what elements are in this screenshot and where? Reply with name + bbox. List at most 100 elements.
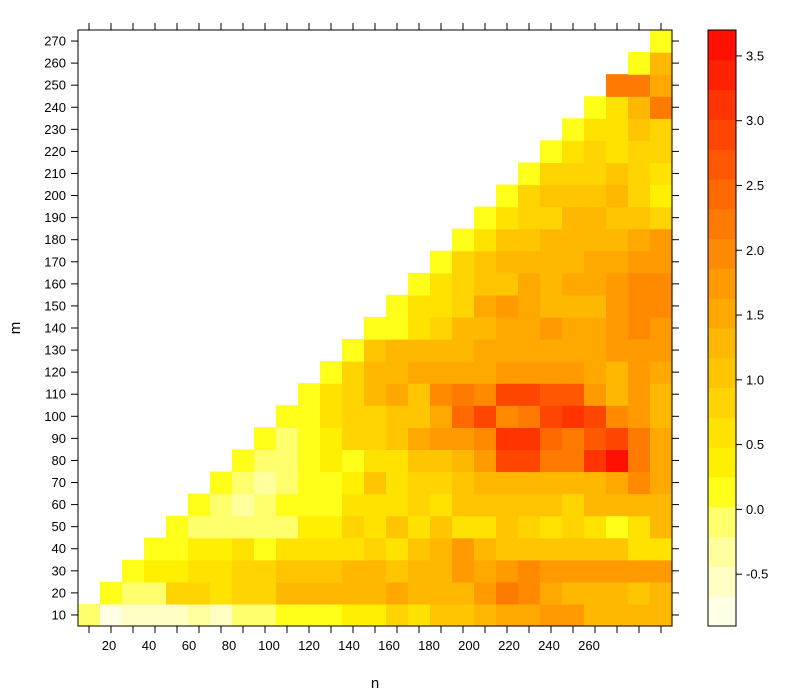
x-tick-label: 100: [258, 638, 280, 653]
colorbar: [708, 30, 736, 627]
heatmap-cell: [386, 316, 409, 340]
y-tick-label: 30: [52, 563, 66, 578]
heatmap-cell: [452, 427, 475, 450]
colorbar-tick-label: 1.0: [746, 372, 764, 387]
heatmap-cell: [408, 559, 431, 583]
heatmap-cell: [496, 294, 519, 318]
y-tick-label: 230: [44, 122, 66, 137]
heatmap-cell: [408, 272, 431, 296]
heatmap-cell: [628, 427, 651, 450]
heatmap-cell: [584, 184, 607, 208]
heatmap-cell: [518, 603, 541, 627]
heatmap-cell: [298, 515, 321, 539]
heatmap-cell: [650, 272, 673, 296]
heatmap-cell: [122, 603, 145, 627]
heatmap-cell: [320, 493, 343, 517]
heatmap-cell: [584, 603, 607, 627]
heatmap-cell: [584, 471, 607, 495]
heatmap-cell: [650, 339, 673, 362]
heatmap-cell: [496, 228, 519, 252]
heatmap-cell: [254, 449, 277, 473]
y-tick-label: 260: [44, 56, 66, 71]
x-tick-label: 20: [102, 638, 116, 653]
heatmap-cell: [474, 361, 497, 384]
heatmap-cell: [606, 162, 629, 186]
heatmap-cell: [540, 405, 563, 428]
heatmap-cell: [276, 449, 299, 473]
heatmap-cell: [452, 294, 475, 318]
y-tick-label: 70: [52, 475, 66, 490]
heatmap-cell: [342, 427, 365, 450]
heatmap-cell: [562, 581, 585, 605]
heatmap-cell: [320, 427, 343, 450]
heatmap-cell: [232, 559, 255, 583]
heatmap-cell: [562, 361, 585, 384]
y-tick-label: 140: [44, 321, 66, 336]
heatmap-cell: [584, 118, 607, 141]
heatmap-cell: [298, 471, 321, 495]
heatmap-cell: [474, 471, 497, 495]
heatmap-cell: [254, 559, 277, 583]
colorbar-axis: -0.5 0.0 0.5 1.0 1.5 2.0 2.5 3.0 3.5: [736, 48, 768, 582]
heatmap-cell: [474, 339, 497, 362]
heatmap-cell: [628, 471, 651, 495]
y-tick-label: 160: [44, 276, 66, 291]
heatmap-cell: [584, 361, 607, 384]
heatmap-cell: [298, 449, 321, 473]
x-tick-label: 220: [498, 638, 520, 653]
colorbar-swatch: [708, 298, 736, 329]
heatmap-cell: [342, 537, 365, 561]
heatmap-cell: [518, 515, 541, 539]
heatmap-cell: [166, 603, 189, 627]
heatmap-cell: [650, 162, 673, 186]
heatmap-cell: [606, 228, 629, 252]
colorbar-swatch: [708, 30, 736, 61]
x-tick-label: 260: [578, 638, 600, 653]
heatmap-cell: [584, 515, 607, 539]
heatmap-cell: [628, 228, 651, 252]
x-tick-label: 160: [378, 638, 400, 653]
heatmap-cell: [276, 405, 299, 428]
heatmap-cell: [518, 559, 541, 583]
heatmap-cell: [276, 559, 299, 583]
heatmap-cell: [562, 603, 585, 627]
heatmap-cell: [408, 493, 431, 517]
heatmap-cell: [408, 471, 431, 495]
y-tick-label: 220: [44, 144, 66, 159]
heatmap-cell: [342, 581, 365, 605]
heatmap-cell: [606, 272, 629, 296]
colorbar-swatch: [708, 328, 736, 359]
x-tick-label: 120: [298, 638, 320, 653]
heatmap-cell: [122, 559, 145, 583]
heatmap-cell: [430, 361, 453, 384]
heatmap-cell: [430, 603, 453, 627]
heatmap-cell: [540, 383, 563, 406]
heatmap-cell: [474, 559, 497, 583]
y-tick-label: 170: [44, 254, 66, 269]
heatmap-cell: [584, 140, 607, 164]
heatmap-cell: [628, 537, 651, 561]
x-axis: 20 40 60 80 100 120 140 160 180 200 220 240 260: [88, 23, 662, 653]
y-tick-label: 190: [44, 210, 66, 225]
heatmap-cell: [650, 184, 673, 208]
heatmap-cell: [430, 515, 453, 539]
y-tick-label: 80: [52, 453, 66, 468]
heatmap-cell: [496, 515, 519, 539]
heatmap-cell: [584, 581, 607, 605]
heatmap-cell: [452, 339, 475, 362]
y-axis: 10 20 30 40 50 60 70 80 90 100 110 120 130 140 150 160 1…: [44, 34, 679, 622]
heatmap-cell: [386, 383, 409, 406]
heatmap-cell: [430, 294, 453, 318]
heatmap-cell: [584, 383, 607, 406]
heatmap-cell: [540, 471, 563, 495]
heatmap-cell: [408, 603, 431, 627]
heatmap-cell: [650, 537, 673, 561]
heatmap-cell: [452, 228, 475, 252]
heatmap-cell: [496, 493, 519, 517]
heatmap-cell: [474, 449, 497, 473]
x-axis-title: n: [371, 675, 379, 692]
heatmap-cell: [540, 140, 563, 164]
heatmap-cell: [430, 449, 453, 473]
colorbar-swatch: [708, 149, 736, 180]
heatmap-cell: [452, 405, 475, 428]
